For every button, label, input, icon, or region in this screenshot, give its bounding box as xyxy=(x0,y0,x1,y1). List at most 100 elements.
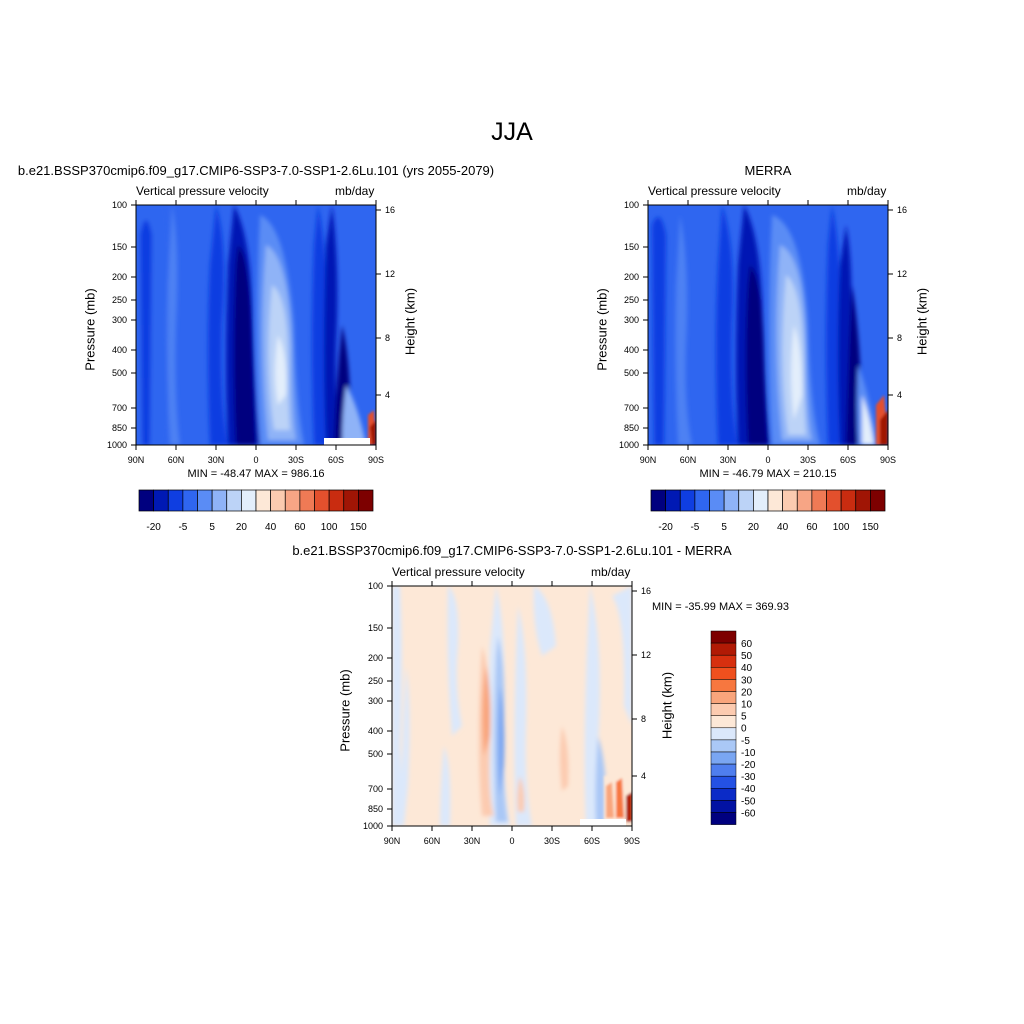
panel-3-xtick-label: 90N xyxy=(384,836,401,846)
panel-2-colorbar-label: 20 xyxy=(748,522,760,533)
panel-3-colorbar-label: -40 xyxy=(741,784,756,795)
panel-1-colorbar-label: -5 xyxy=(178,522,187,533)
panel-2-y2tick-label: 16 xyxy=(897,205,907,215)
colorbar-box xyxy=(153,489,169,512)
panel-1-plot: 90N 60N 30N 0 30S 60S 90S 100 150 200 25… xyxy=(107,200,395,465)
colorbar-box xyxy=(343,489,359,512)
panel-3-ytick-label: 400 xyxy=(368,726,383,736)
panel-3-y2-axis-label: Height (km) xyxy=(659,671,675,740)
panel-3-colorbar-label: 30 xyxy=(741,675,753,686)
panel-2-xtick-label: 90N xyxy=(640,455,657,465)
colorbar-box xyxy=(710,788,737,801)
panel-3-xtick-label: 60S xyxy=(584,836,600,846)
panel-1-ytick-label: 100 xyxy=(112,200,127,210)
panel-3-colorbar-label: 5 xyxy=(741,712,747,723)
panel-3-ytick-label: 100 xyxy=(368,581,383,591)
panel-1-y-ticks xyxy=(131,204,381,446)
panel-2-variable-label: Vertical pressure velocity xyxy=(648,184,781,198)
panel-3-ytick-label: 150 xyxy=(368,623,383,633)
panel-3-colorbar-label: -60 xyxy=(741,808,756,819)
panel-3-ytick-label: 500 xyxy=(368,749,383,759)
panel-1-contour-field xyxy=(136,205,376,445)
colorbar-box xyxy=(710,800,737,813)
panel-3-xtick-label: 0 xyxy=(509,836,514,846)
colorbar-box xyxy=(710,654,737,668)
panel-2-ytick-label: 150 xyxy=(624,242,639,252)
panel-3-ytick-label: 300 xyxy=(368,696,383,706)
panel-1-variable-label: Vertical pressure velocity xyxy=(136,184,269,198)
panel-3-y-axis-label: Pressure (mb) xyxy=(337,669,353,752)
panel-3-xtick-label: 30N xyxy=(464,836,481,846)
colorbar-box xyxy=(767,489,783,512)
colorbar-box xyxy=(182,489,198,512)
panel-2-colorbar-label: 5 xyxy=(721,522,727,533)
panel-2-colorbar-label: -5 xyxy=(690,522,699,533)
panel-1-colorbar: -20 -5 5 20 40 60 100 150 xyxy=(138,489,374,533)
panel-2-colorbar: -20 -5 5 20 40 60 100 150 xyxy=(650,489,886,533)
panel-1-xtick-label: 60S xyxy=(328,455,344,465)
panel-2-xtick-label: 60S xyxy=(840,455,856,465)
panel-1-title: b.e21.BSSP370cmip6.f09_g17.CMIP6-SSP3-7.… xyxy=(17,163,495,178)
panel-3-y2tick-label: 12 xyxy=(641,650,651,660)
colorbar-box xyxy=(650,489,666,512)
panel-2-min-max: MIN = -46.79 MAX = 210.15 xyxy=(699,468,837,480)
colorbar-box xyxy=(710,667,737,680)
panel-3-ytick-label: 850 xyxy=(368,804,383,814)
panel-3-colorbar-label: -10 xyxy=(741,748,756,759)
panel-2-ytick-label: 250 xyxy=(624,295,639,305)
panel-3-y-ticks xyxy=(387,585,637,827)
panel-2-x-ticks xyxy=(647,200,889,450)
panel-3-colorbar-label: -30 xyxy=(741,772,756,783)
panel-3-xtick-label: 30S xyxy=(544,836,560,846)
figure-title: JJA xyxy=(491,118,533,146)
panel-1-ytick-label: 300 xyxy=(112,315,127,325)
colorbar-box xyxy=(138,489,154,512)
panel-1-xtick-label: 90N xyxy=(128,455,145,465)
colorbar-box xyxy=(870,489,886,512)
panel-3-ytick-label: 1000 xyxy=(363,821,383,831)
colorbar-box xyxy=(226,489,242,512)
panel-1-colorbar-label: 150 xyxy=(350,522,367,533)
colorbar-box xyxy=(328,489,345,512)
panel-2-y-axis-label: Pressure (mb) xyxy=(594,288,610,371)
panel-3-units-label: mb/day xyxy=(591,565,631,579)
panel-2-ytick-label: 300 xyxy=(624,315,639,325)
panel-1-y2tick-label: 8 xyxy=(385,333,390,343)
panel-3-plot: 90N 60N 30N 0 30S 60S 90S 100 150 200 25… xyxy=(363,581,651,846)
panel-2-xtick-label: 30S xyxy=(800,455,816,465)
panel-2-xtick-label: 90S xyxy=(880,455,896,465)
panel-2-y-ticks xyxy=(643,204,893,446)
panel-2-y2tick-label: 4 xyxy=(897,390,902,400)
panel-3-variable-label: Vertical pressure velocity xyxy=(392,565,525,579)
colorbar-box xyxy=(241,489,257,512)
panel-3-y2tick-label: 16 xyxy=(641,586,651,596)
panel-2-xtick-label: 0 xyxy=(765,455,770,465)
colorbar-box xyxy=(796,489,813,512)
panel-1-colorbar-label: 20 xyxy=(236,522,248,533)
panel-2-colorbar-label: -20 xyxy=(658,522,673,533)
panel-3-xtick-label: 60N xyxy=(424,836,441,846)
panel-2-ytick-label: 500 xyxy=(624,368,639,378)
panel-1-xtick-label: 90S xyxy=(368,455,384,465)
panel-2-ytick-label: 100 xyxy=(624,200,639,210)
panel-3-colorbar-label: 40 xyxy=(741,663,753,674)
panel-2-y2-axis-label: Height (km) xyxy=(914,287,930,356)
panel-3-y2tick-label: 8 xyxy=(641,714,646,724)
colorbar-box xyxy=(710,775,737,789)
panel-1-units-label: mb/day xyxy=(335,184,375,198)
colorbar-box xyxy=(723,489,740,512)
colorbar-box xyxy=(197,489,213,512)
colorbar-box xyxy=(710,642,737,656)
panel-1-colorbar-label: -20 xyxy=(146,522,161,533)
colorbar-box xyxy=(855,489,871,512)
panel-1-y2tick-label: 16 xyxy=(385,205,395,215)
panel-1-ytick-label: 500 xyxy=(112,368,127,378)
panel-1-colorbar-label: 60 xyxy=(294,522,306,533)
panel-1-colorbar-label: 40 xyxy=(265,522,277,533)
colorbar-box xyxy=(710,751,737,765)
panel-3-ytick-label: 250 xyxy=(368,676,383,686)
panel-1-ytick-label: 850 xyxy=(112,423,127,433)
colorbar-box xyxy=(167,489,184,512)
panel-3-contour-field xyxy=(392,586,632,826)
panel-1-ytick-label: 400 xyxy=(112,345,127,355)
